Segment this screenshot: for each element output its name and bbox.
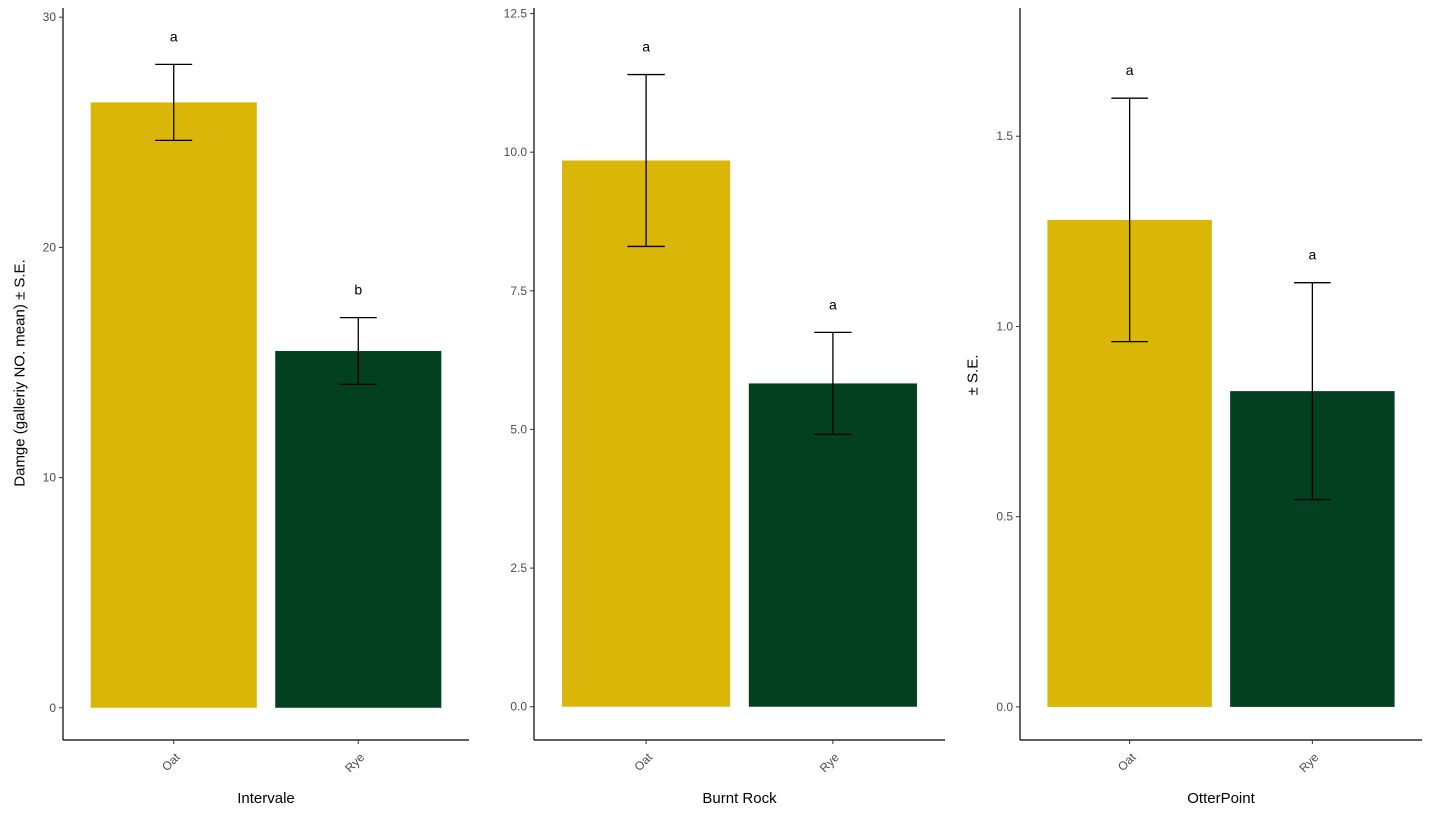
x-tick-label-oat: Oat [159, 750, 183, 774]
y-tick-label: 1.5 [996, 129, 1013, 143]
significance-label-oat: a [1126, 62, 1134, 78]
y-tick-label: 10.0 [504, 145, 528, 159]
significance-label-rye: a [829, 296, 837, 312]
panel-3: a a 0.0 0.5 1.0 1.5 Oat Rye OtterPoint ± S.E. [964, 8, 1422, 807]
bar-rye [748, 383, 917, 707]
y-tick-label: 0 [49, 701, 56, 715]
y-tick-label: 0.5 [996, 510, 1013, 524]
y-tick-label: 0.0 [510, 700, 527, 714]
x-axis-title: OtterPoint [1187, 790, 1255, 807]
x-tick-label-rye: Rye [817, 750, 842, 775]
y-axis-title: Damge (galleriy NO. mean) ± S.E. [11, 259, 28, 486]
bar-oat [562, 160, 731, 707]
y-tick-label: 2.5 [510, 561, 527, 575]
y-tick-label: 7.5 [510, 284, 527, 298]
significance-label-oat: a [642, 39, 650, 55]
significance-label-rye: b [354, 282, 362, 298]
x-tick-label-oat: Oat [631, 750, 655, 774]
y-tick-label: 10 [43, 471, 57, 485]
panel-1: a b 0 10 20 30 Oat Rye Intervale Damge (galleriy … [11, 8, 469, 807]
significance-label-oat: a [170, 28, 178, 44]
y-tick-label: 0.0 [996, 700, 1013, 714]
y-tick-label: 12.5 [504, 7, 528, 21]
y-tick-label: 5.0 [510, 422, 527, 436]
x-tick-label-oat: Oat [1115, 750, 1139, 774]
x-tick-label-rye: Rye [1296, 750, 1321, 775]
y-tick-label: 30 [43, 10, 57, 24]
significance-label-rye: a [1308, 247, 1316, 263]
bar-rye [275, 350, 442, 708]
y-tick-label: 1.0 [996, 319, 1013, 333]
x-axis-title: Burnt Rock [702, 790, 777, 807]
y-tick-label: 20 [43, 240, 57, 254]
x-tick-label-rye: Rye [342, 750, 367, 775]
y-axis-title: ± S.E. [964, 355, 981, 396]
bar-oat [90, 102, 257, 708]
x-axis-title: Intervale [237, 790, 295, 807]
panel-2: a a 0.0 2.5 5.0 7.5 10.0 12.5 Oat Rye Burnt Rock [504, 7, 945, 807]
